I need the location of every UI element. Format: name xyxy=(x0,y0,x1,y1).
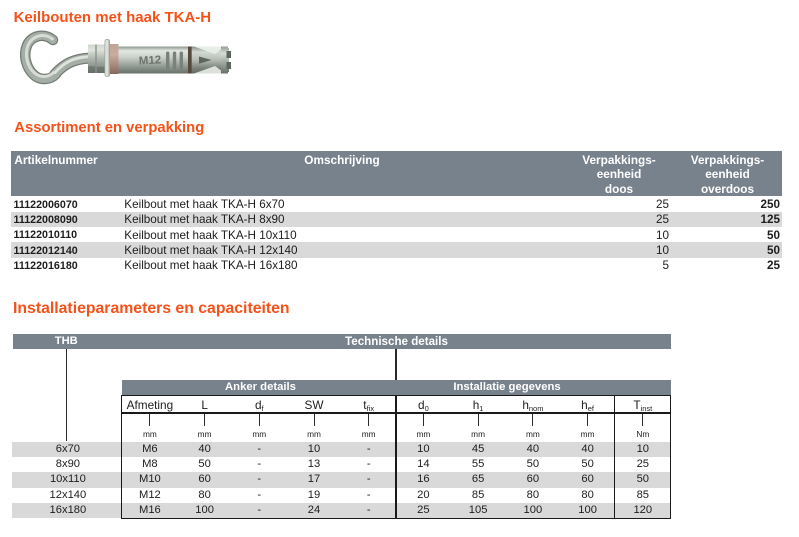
svg-text:M12: M12 xyxy=(139,54,162,67)
